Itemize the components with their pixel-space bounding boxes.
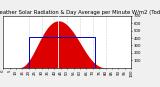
Bar	[29, 37, 95, 68]
Title: Milwaukee Weather Solar Radiation & Day Average per Minute W/m2 (Today): Milwaukee Weather Solar Radiation & Day …	[0, 10, 160, 15]
